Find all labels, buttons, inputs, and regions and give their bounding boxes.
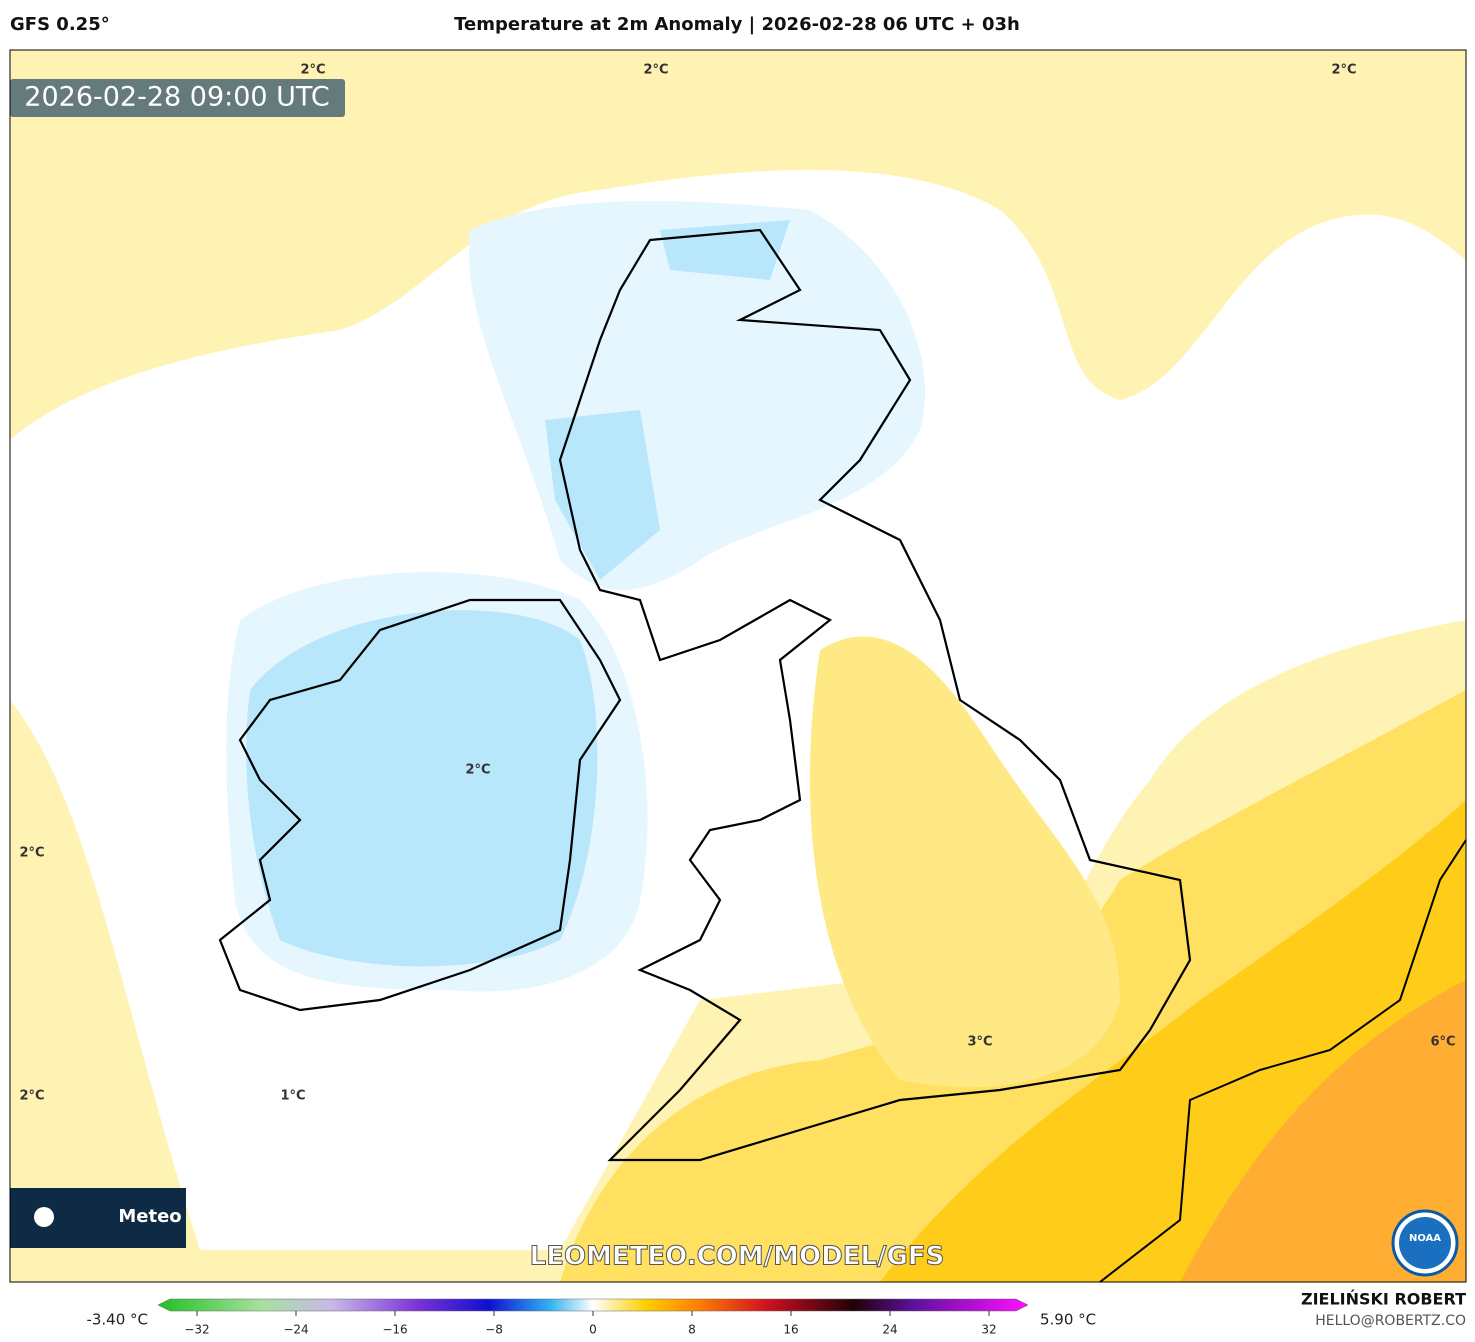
map-title: Temperature at 2m Anomaly | 2026-02-28 0… xyxy=(454,14,1020,35)
logo-text: Meteo xyxy=(118,1206,181,1227)
colorbar-tick-label: 32 xyxy=(981,1323,996,1337)
scotland-cold xyxy=(545,220,790,580)
colorbar-tick-label: −32 xyxy=(184,1323,209,1337)
logo-sun xyxy=(34,1207,54,1227)
continent-coast xyxy=(1099,839,1466,1282)
colorbar-max: 5.90 °C xyxy=(1040,1311,1096,1329)
model-name: GFS 0.25° xyxy=(10,14,110,35)
colorbar-gradient xyxy=(157,1298,1029,1312)
timestamp: 2026-02-28 09:00 UTC xyxy=(24,82,329,113)
author: ZIELIŃSKI ROBERT xyxy=(1301,1290,1466,1309)
contour-label: 2°C xyxy=(300,63,325,78)
email: HELLO@ROBERTZ.CO xyxy=(1315,1313,1466,1329)
colorbar-tick-label: −24 xyxy=(283,1323,308,1337)
timestamp-box xyxy=(10,79,345,117)
colorbar-min: -3.40 °C xyxy=(86,1311,148,1329)
contour-label: 2°C xyxy=(19,846,44,861)
noaa-inner xyxy=(1399,1217,1451,1269)
contour-label: 2°C xyxy=(1331,63,1356,78)
colorbar: -3.40 °C 5.90 °C −32 −24 −16 −8 0 8 16 24 32 xyxy=(86,1298,1096,1337)
contour-label: 2°C xyxy=(19,1089,44,1104)
ireland-coast xyxy=(218,598,622,1012)
contour-label: 6°C xyxy=(1430,1035,1455,1050)
noaa-text: NOAA xyxy=(1409,1233,1441,1244)
watermark: LEOMETEO.COM/MODEL/GFS xyxy=(530,1242,945,1272)
colorbar-tick-label: 16 xyxy=(783,1323,798,1337)
england-warm xyxy=(809,636,1120,1088)
map-frame xyxy=(9,49,1467,1283)
ireland-cold xyxy=(246,610,598,967)
map: 2°C 2°C 2°C 2°C 2°C 2°C 1°C 3°C 6°C 2026… xyxy=(10,50,1466,1282)
contour-label: 2°C xyxy=(643,63,668,78)
contour-label: 3°C xyxy=(967,1035,992,1050)
colorbar-tick-label: 0 xyxy=(589,1323,597,1337)
colorbar-tick-label: −16 xyxy=(382,1323,407,1337)
colorbar-tick-label: 24 xyxy=(882,1323,897,1337)
colorbar-tick-label: −8 xyxy=(485,1323,503,1337)
contour-labels: 2°C 2°C 2°C 2°C 2°C 2°C 1°C 3°C 6°C xyxy=(19,63,1455,1104)
contour-label: 2°C xyxy=(465,763,490,778)
warmest-zone xyxy=(1180,980,1466,1282)
colorbar-tick-label: 8 xyxy=(688,1323,696,1337)
contour-label: 1°C xyxy=(280,1089,305,1104)
great-britain-coast xyxy=(558,228,1192,1162)
